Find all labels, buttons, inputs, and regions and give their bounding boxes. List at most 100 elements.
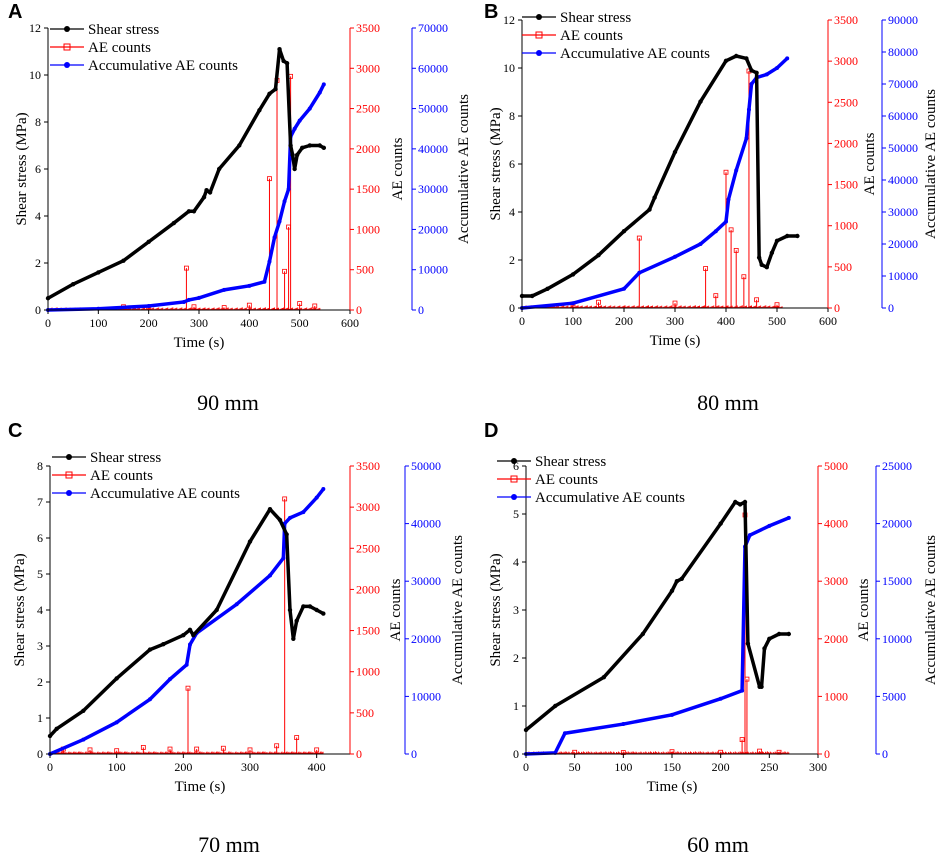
x-tick-label: 300 bbox=[241, 760, 259, 774]
cumulative-ae-point bbox=[268, 573, 272, 578]
y2-tick-label: 2000 bbox=[356, 142, 380, 156]
x-tick-label: 100 bbox=[614, 760, 632, 774]
ae-point bbox=[703, 266, 708, 271]
cumulative-ae-point bbox=[286, 187, 291, 192]
cumulative-ae-point bbox=[234, 602, 239, 607]
legend-swatch-marker bbox=[63, 43, 71, 51]
y3-tick-label: 50000 bbox=[418, 102, 448, 116]
cumulative-ae-point bbox=[786, 515, 791, 520]
cumulative-ae-series bbox=[520, 56, 790, 310]
legend-swatch-marker bbox=[536, 50, 542, 56]
cumulative-ae-line bbox=[521, 57, 789, 310]
x-tick-label: 500 bbox=[291, 316, 309, 330]
cumulative-ae-point bbox=[168, 677, 172, 682]
y2-tick-label: 1500 bbox=[356, 624, 380, 638]
cumulative-ae-point bbox=[197, 295, 201, 300]
y3-tick-label: 0 bbox=[418, 303, 424, 317]
shear-stress-point bbox=[762, 646, 767, 651]
cumulative-ae-point bbox=[282, 199, 287, 204]
cumulative-ae-point bbox=[740, 688, 745, 693]
cumulative-ae-point bbox=[321, 82, 326, 87]
cumulative-ae-point bbox=[744, 136, 749, 141]
ae-point bbox=[185, 685, 191, 691]
ae-point bbox=[191, 304, 197, 310]
ae-point bbox=[246, 302, 252, 308]
shear-stress-point bbox=[114, 676, 119, 681]
legend-label-1: Shear stress bbox=[90, 450, 161, 466]
y3-tick-label: 20000 bbox=[888, 237, 918, 251]
shear-stress-point bbox=[216, 166, 222, 172]
ae-point bbox=[741, 274, 747, 280]
y2-tick-label: 1000 bbox=[356, 222, 380, 236]
ae-point bbox=[733, 247, 739, 253]
cumulative-ae-point bbox=[267, 259, 272, 264]
shear-stress-point bbox=[191, 209, 197, 214]
ae-point bbox=[314, 747, 320, 753]
y1-tick-label: 3 bbox=[37, 639, 43, 653]
shear-stress-point bbox=[734, 53, 739, 59]
ae-point bbox=[757, 748, 762, 754]
ae-counts-series bbox=[47, 73, 321, 310]
legend-swatch-marker bbox=[66, 490, 72, 496]
y1-tick-label: 0 bbox=[35, 303, 41, 317]
y3-tick-label: 5000 bbox=[882, 689, 906, 703]
shear-stress-point bbox=[96, 270, 101, 275]
panel-caption: 60 mm bbox=[687, 832, 749, 855]
cumulative-ae-series bbox=[46, 82, 326, 312]
y3-tick-label: 80000 bbox=[888, 45, 918, 59]
shear-stress-point bbox=[307, 143, 312, 148]
legend-label-2: AE counts bbox=[88, 40, 151, 56]
legend-label-2: AE counts bbox=[90, 468, 153, 484]
cumulative-ae-point bbox=[114, 720, 119, 725]
ae-point bbox=[247, 747, 253, 753]
cumulative-ae-point bbox=[297, 118, 302, 123]
y1-tick-label: 6 bbox=[509, 157, 515, 171]
legend: Shear stress AE counts Accumulative AE cou… bbox=[50, 22, 238, 74]
shear-stress-point bbox=[718, 521, 723, 526]
shear-stress-point bbox=[267, 91, 272, 97]
shear-stress-point bbox=[545, 286, 550, 291]
x-tick-label: 600 bbox=[819, 314, 837, 328]
y1-tick-label: 6 bbox=[37, 531, 43, 545]
ae-point bbox=[723, 169, 729, 175]
shear-stress-point bbox=[237, 143, 242, 148]
y1-tick-label: 6 bbox=[513, 459, 519, 473]
y3-tick-label: 60000 bbox=[888, 109, 918, 123]
shear-stress-line bbox=[47, 47, 325, 300]
shear-stress-point bbox=[288, 143, 293, 148]
ae-point bbox=[672, 300, 678, 306]
y2-tick-label: 0 bbox=[356, 747, 362, 761]
y1-tick-label: 3 bbox=[513, 603, 519, 617]
panel-letter: A bbox=[8, 1, 22, 23]
panel-letter: B bbox=[484, 1, 498, 23]
y1-tick-label: 8 bbox=[37, 459, 43, 473]
shear-stress-point bbox=[321, 611, 326, 616]
shear-stress-point bbox=[299, 145, 305, 151]
shear-stress-point bbox=[187, 627, 193, 632]
y2-tick-label: 2000 bbox=[824, 632, 848, 646]
shear-stress-point bbox=[652, 195, 657, 200]
y3-tick-label: 10000 bbox=[418, 263, 448, 277]
shear-stress-point bbox=[54, 726, 59, 731]
shear-stress-point bbox=[284, 532, 289, 537]
y1-tick-label: 4 bbox=[37, 603, 43, 617]
shear-stress-point bbox=[601, 675, 607, 680]
y3-tick-label: 40000 bbox=[418, 142, 448, 156]
x-axis-title: Time (s) bbox=[650, 333, 701, 349]
x-tick-label: 0 bbox=[523, 760, 529, 774]
x-tick-label: 50 bbox=[569, 760, 581, 774]
y1-tick-label: 7 bbox=[37, 495, 43, 509]
ae-point bbox=[267, 176, 272, 182]
x-tick-label: 600 bbox=[341, 316, 359, 330]
y2-tick-label: 2500 bbox=[356, 102, 380, 116]
cumulative-ae-point bbox=[785, 56, 790, 61]
cumulative-ae-point bbox=[670, 712, 674, 717]
y1-tick-label: 2 bbox=[509, 253, 515, 267]
ae-point bbox=[294, 735, 300, 740]
shear-stress-point bbox=[247, 539, 253, 544]
shear-stress-point bbox=[214, 607, 219, 613]
ae-point bbox=[312, 303, 318, 309]
y2-axis-title: AE counts bbox=[388, 578, 404, 641]
shear-stress-point bbox=[284, 61, 290, 66]
